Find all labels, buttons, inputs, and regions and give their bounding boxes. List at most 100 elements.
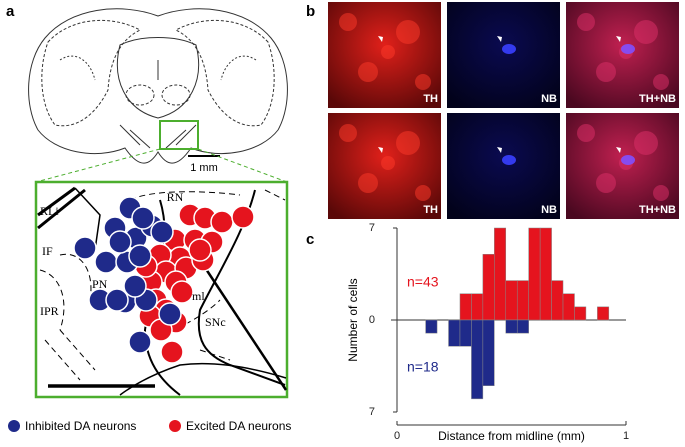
arrowhead: [616, 147, 621, 153]
region-label: RLi: [40, 204, 59, 218]
region-label: ml: [192, 289, 205, 303]
micrograph: [447, 113, 560, 219]
region-label: IPR: [40, 304, 59, 318]
tile-label: TH+NB: [639, 204, 676, 216]
bar: [505, 280, 518, 321]
legend-label: Inhibited DA neurons: [25, 419, 136, 433]
neuron-dot: [170, 280, 194, 304]
bar: [551, 280, 564, 321]
bar: [528, 227, 541, 321]
bar: [516, 319, 529, 334]
neuron-dot: [150, 220, 174, 244]
neuron-dot: [231, 205, 255, 229]
cell-blob: [596, 62, 616, 82]
legend-marker: [169, 420, 181, 432]
arrowhead: [497, 36, 502, 42]
neuron-dot: [73, 236, 97, 260]
bar: [471, 319, 484, 400]
bar: [539, 227, 552, 321]
arrowhead: [497, 147, 502, 153]
cell-blob: [415, 185, 431, 201]
cell-blob: [634, 131, 658, 155]
bar: [471, 293, 484, 321]
bar: [562, 293, 575, 321]
bar: [505, 319, 518, 334]
roi-box: [159, 120, 199, 150]
tile-label: TH+NB: [639, 93, 676, 105]
cell-blob: [634, 20, 658, 44]
arrowhead: [616, 36, 621, 42]
neuron-dot: [94, 250, 118, 274]
bar: [425, 319, 438, 334]
cell-blob: [381, 45, 395, 59]
cell-blob: [396, 131, 420, 155]
annotation: n=18: [407, 359, 439, 375]
neuron-dot: [128, 330, 152, 354]
legend-label: Excited DA neurons: [186, 419, 291, 433]
x-axis-label: Distance from midline (mm): [438, 429, 585, 443]
cell-blob: [596, 173, 616, 193]
cell-blob: [358, 62, 378, 82]
micrograph: [447, 2, 560, 108]
neuron-dot: [128, 244, 152, 268]
histogram: 7 0 7 0 1 Distance from midline (mm) Number of…: [346, 222, 629, 443]
neuron-dot: [158, 302, 182, 326]
bar: [494, 227, 507, 321]
panel-label: a: [6, 3, 15, 20]
cell-blob: [396, 20, 420, 44]
bar: [448, 319, 461, 347]
zoom-lines: [35, 148, 288, 183]
neuron-dot: [105, 288, 129, 312]
bar: [597, 306, 610, 321]
cell-blob: [502, 44, 516, 54]
neuron-dot: [123, 274, 147, 298]
neuron-dot: [210, 210, 234, 234]
tile-label: TH: [423, 93, 438, 105]
neuron-dot: [188, 238, 212, 262]
panel-label: c: [306, 231, 314, 248]
cell-blob: [339, 13, 357, 31]
neuron-dots: [73, 196, 255, 364]
neuron-dot: [160, 340, 184, 364]
cell-blob: [621, 155, 635, 165]
tile-label: TH: [423, 204, 438, 216]
neuron-dot: [108, 230, 132, 254]
y-tick-label: 7: [369, 406, 375, 418]
arrowhead: [378, 147, 383, 153]
bar: [574, 306, 587, 321]
cell-blob: [653, 185, 669, 201]
region-label: SNc: [205, 315, 226, 329]
cell-blob: [502, 155, 516, 165]
cell-blob: [381, 156, 395, 170]
arrowhead: [378, 36, 383, 42]
y-tick-label: 7: [369, 222, 375, 234]
cell-blob: [577, 13, 595, 31]
cell-blob: [358, 173, 378, 193]
y-tick-label: 0: [369, 314, 375, 326]
cell-blob: [653, 74, 669, 90]
cell-blob: [577, 124, 595, 142]
y-axis-label: Number of cells: [346, 278, 360, 361]
region-label: RN: [167, 190, 184, 204]
x-tick-label: 1: [623, 430, 629, 442]
neuron-dot: [131, 206, 155, 230]
bar: [482, 319, 495, 386]
panel-label: b: [306, 3, 315, 20]
brain-section: [28, 8, 288, 164]
bar: [482, 254, 495, 321]
cell-blob: [621, 44, 635, 54]
tile-label: NB: [541, 93, 557, 105]
bar: [459, 293, 472, 321]
cell-blob: [415, 74, 431, 90]
bar: [516, 280, 529, 321]
micrographs: TH NB TH+NB TH NB TH+NB: [328, 2, 679, 219]
scale-label: 1 mm: [190, 162, 218, 174]
region-label: PN: [92, 277, 108, 291]
tile-label: NB: [541, 204, 557, 216]
legend-marker: [8, 420, 20, 432]
bar: [459, 319, 472, 347]
x-tick-label: 0: [394, 430, 400, 442]
annotation: n=43: [407, 274, 439, 290]
region-label: IF: [42, 244, 53, 258]
